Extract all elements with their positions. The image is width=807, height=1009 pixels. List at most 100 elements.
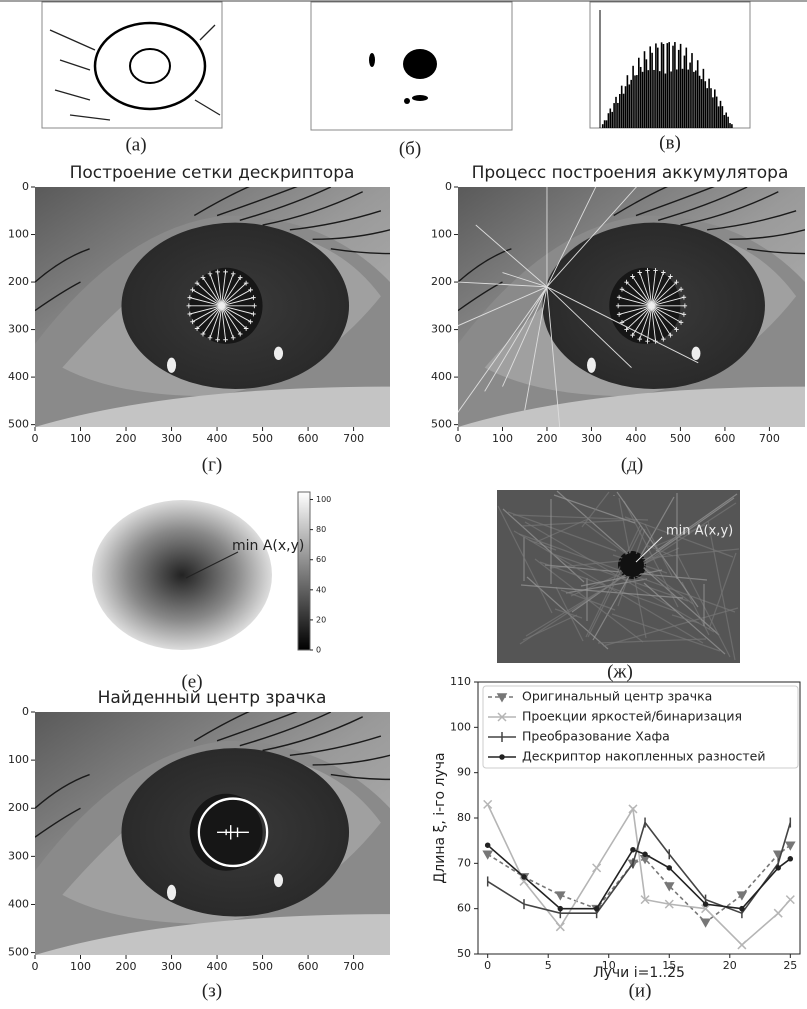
panel-title: Процесс построения аккумулятора [472,163,789,183]
data-point [484,800,492,808]
hist-bar-shape [640,67,642,128]
hist-bar-shape [708,79,710,128]
y-tick-label: 80 [457,811,471,824]
x-tick-label: 100 [70,432,91,445]
pupil-spot [620,553,644,577]
hist-bar-shape [649,46,651,128]
hist-bar-shape [697,60,699,128]
data-point [738,941,746,949]
hist-bar-shape [642,72,644,128]
x-tick-label: 100 [70,960,91,973]
y-tick-label: 100 [450,720,471,733]
hist-bar-shape [657,48,659,128]
y-tick-label: 200 [8,275,29,288]
data-point [556,923,564,931]
hist-bar-shape [724,115,726,128]
hist-bar-shape [667,43,669,128]
x-tick-label: 300 [161,432,182,445]
x-axis-label: Лучи i=1..25 [593,965,685,981]
x-tick-label: 600 [298,432,319,445]
hist-bar-shape [655,43,657,128]
hist-bar-shape [695,70,697,128]
accumulator-image [92,500,272,650]
hist-bar-shape [722,106,724,128]
y-tick-label: 500 [8,946,29,959]
eye-image [35,707,390,955]
legend-label: Проекции яркостей/бинаризация [522,709,742,724]
hist-bar-shape [621,86,623,128]
y-tick-label: 110 [450,675,471,688]
hist-bar-shape [617,103,619,128]
x-tick-label: 200 [116,960,137,973]
data-point [595,907,599,911]
hist-bar-shape [623,94,625,128]
hist-bar-shape [693,72,695,128]
hist-bar-shape [610,109,612,128]
hist-bar-shape [716,97,718,128]
hist-bar-shape [725,113,727,128]
y-tick-label: 300 [8,323,29,336]
hist-bar-shape [686,48,688,128]
y-tick-label: 0 [22,180,29,193]
hist-bar-shape [670,71,672,128]
hist-bar-shape [680,44,682,128]
y-tick-label: 0 [22,705,29,718]
colorbar-tick-label: 100 [316,495,331,504]
y-tick-label: 200 [431,275,452,288]
hist-bar-shape [636,75,638,128]
x-tick-label: 700 [759,432,780,445]
panel-label: (з) [202,980,222,1001]
x-tick-label: 400 [207,432,228,445]
hist-bar-shape [613,103,615,128]
legend-label: Дескриптор накопленных разностей [522,749,765,764]
y-tick-label: 500 [8,418,29,431]
data-point [704,902,708,906]
colorbar-tick-label: 20 [316,615,326,624]
y-tick-label: 300 [8,849,29,862]
y-tick-label: 300 [431,323,452,336]
hist-bar-shape [653,70,655,128]
y-tick-label: 50 [457,947,471,960]
hist-bar-shape [720,101,722,128]
hist-bar-shape [668,42,670,128]
y-tick-label: 0 [445,180,452,193]
annotation: min A(x,y) [232,538,304,554]
data-point [667,866,671,870]
hist-bar-shape [651,53,653,128]
hist-bar-shape [687,70,689,128]
x-tick-label: 400 [207,960,228,973]
figure-page: (а) (б) (в) Построение сетки дескриптора… [0,0,807,1005]
data-point [556,892,564,899]
x-tick-label: 0 [32,432,39,445]
y-tick-label: 100 [431,228,452,241]
hist-bar-shape [606,120,608,128]
x-tick-label: 700 [343,432,364,445]
hist-bar-shape [712,97,714,128]
colorbar-tick-label: 80 [316,525,326,534]
hist-bar-shape [678,50,680,128]
accumulator-image [497,490,740,663]
x-tick-label: 0 [484,959,491,972]
hist-bar-shape [644,51,646,128]
panel-title: Построение сетки дескриптора [70,163,355,183]
colorbar-tick-label: 0 [316,646,321,655]
hist-bar-shape [604,120,606,128]
series-line [488,804,791,945]
data-point [484,851,492,858]
legend-label: Преобразование Хафа [522,729,670,744]
hist-bar-shape [632,66,634,128]
panel-label: (ж) [607,661,633,682]
x-tick-label: 500 [252,960,273,973]
hist-bar-shape [682,69,684,128]
y-tick-label: 400 [8,897,29,910]
colorbar-tick-label: 60 [316,555,326,564]
hist-bar-shape [727,117,729,128]
legend-marker [498,694,506,701]
x-tick-label: 500 [670,432,691,445]
hist-bar-shape [718,106,720,128]
hist-bar-shape [646,59,648,128]
hist-bar-shape [630,80,632,128]
data-point [740,907,744,911]
x-tick-label: 700 [343,960,364,973]
colorbar [298,492,310,650]
